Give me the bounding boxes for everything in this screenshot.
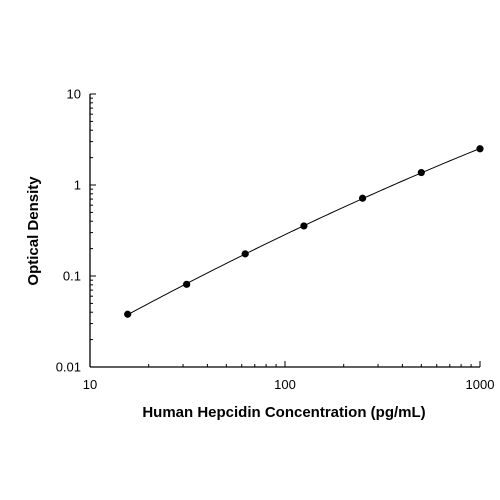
data-point: [300, 222, 308, 230]
fit-curve: [127, 147, 481, 316]
x-tick-label: 10: [83, 377, 97, 392]
y-tick-label: 0.1: [63, 269, 81, 284]
data-point: [241, 250, 249, 258]
data-point: [358, 194, 367, 202]
x-tick-label: 1000: [466, 377, 495, 392]
y-tick-label: 10: [67, 87, 81, 102]
axes: [89, 94, 480, 368]
tick-labels: 0.01 0.1 1 10 10 100 1000: [56, 87, 495, 393]
x-axis-title: Human Hepcidin Concentration (pg/mL): [142, 404, 425, 421]
axis-ticks: [89, 93, 481, 368]
y-tick-label: 0.01: [56, 360, 81, 375]
data-point: [476, 145, 484, 153]
data-point: [417, 168, 425, 177]
data-point: [124, 310, 132, 318]
y-axis-title: Optical Density: [25, 176, 42, 286]
data-points: [124, 145, 484, 318]
x-tick-label: 100: [274, 377, 296, 392]
y-tick-label: 1: [74, 178, 81, 193]
data-point: [183, 280, 191, 288]
